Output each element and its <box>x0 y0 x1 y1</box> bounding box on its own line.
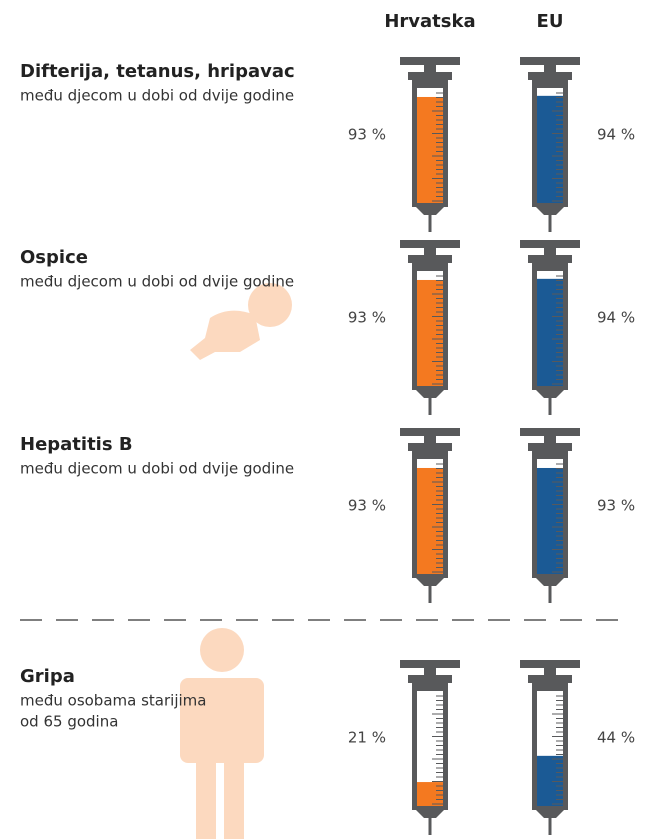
plunger-cap <box>520 240 580 248</box>
needle <box>428 215 432 232</box>
flange <box>408 675 452 683</box>
flange <box>528 443 572 451</box>
needle <box>428 586 432 603</box>
category-subtitle: među djecom u dobi od dvije godine <box>20 273 294 291</box>
needle <box>428 398 432 415</box>
baby-body <box>190 310 260 360</box>
category-subtitle: među djecom u dobi od dvije godine <box>20 87 294 105</box>
barrel-tip <box>416 578 444 586</box>
value-label: 94 % <box>597 126 635 144</box>
category-title: Difterija, tetanus, hripavac <box>20 61 295 82</box>
barrel-tip <box>536 207 564 215</box>
plunger-head <box>537 687 563 691</box>
needle <box>548 586 552 603</box>
fill-level <box>417 96 443 203</box>
value-label: 21 % <box>348 729 386 747</box>
decoration <box>180 283 292 839</box>
fill-level <box>417 279 443 386</box>
plunger-head <box>417 687 443 691</box>
plunger-cap <box>520 57 580 65</box>
barrel-tip <box>536 578 564 586</box>
column-header: EU <box>537 11 564 32</box>
category-subtitle: među osobama starijima <box>20 692 206 710</box>
plunger-rod <box>544 248 556 258</box>
needle <box>428 818 432 835</box>
fill-level <box>417 467 443 574</box>
plunger-rod <box>424 436 436 446</box>
plunger-rod <box>424 248 436 258</box>
value-label: 94 % <box>597 309 635 327</box>
barrel-tip <box>536 810 564 818</box>
value-label: 93 % <box>348 497 386 515</box>
plunger-cap <box>400 57 460 65</box>
barrel-tip <box>416 810 444 818</box>
flange <box>408 255 452 263</box>
flange <box>528 72 572 80</box>
plunger-head <box>537 267 563 271</box>
barrel-tip <box>536 390 564 398</box>
category-title: Gripa <box>20 666 75 687</box>
plunger-rod <box>424 65 436 75</box>
fill-level <box>537 755 563 806</box>
plunger-cap <box>400 428 460 436</box>
plunger-head <box>417 267 443 271</box>
baby-head <box>248 283 292 327</box>
plunger-rod <box>544 668 556 678</box>
value-label: 93 % <box>597 497 635 515</box>
flange <box>528 255 572 263</box>
plunger-rod <box>544 65 556 75</box>
person-leg <box>224 740 244 839</box>
plunger-cap <box>520 428 580 436</box>
barrel-tip <box>416 207 444 215</box>
plunger-head <box>417 455 443 459</box>
fill-level <box>537 467 563 574</box>
category-subtitle: među djecom u dobi od dvije godine <box>20 460 294 478</box>
needle <box>548 215 552 232</box>
person-head <box>200 628 244 672</box>
plunger-rod <box>544 436 556 446</box>
value-label: 93 % <box>348 309 386 327</box>
plunger-cap <box>400 240 460 248</box>
plunger-head <box>537 84 563 88</box>
column-header: Hrvatska <box>384 11 475 32</box>
flange <box>408 443 452 451</box>
plunger-rod <box>424 668 436 678</box>
category-subtitle: od 65 godina <box>20 713 118 731</box>
value-label: 93 % <box>348 126 386 144</box>
plunger-cap <box>400 660 460 668</box>
flange <box>528 675 572 683</box>
fill-level <box>537 95 563 203</box>
needle <box>548 818 552 835</box>
category-title: Hepatitis B <box>20 434 133 455</box>
barrel-tip <box>416 390 444 398</box>
fill-level <box>417 782 443 806</box>
plunger-head <box>417 84 443 88</box>
flange <box>408 72 452 80</box>
category-title: Ospice <box>20 247 88 268</box>
plunger-head <box>537 455 563 459</box>
needle <box>548 398 552 415</box>
person-leg <box>196 740 216 839</box>
value-label: 44 % <box>597 729 635 747</box>
fill-level <box>537 278 563 386</box>
plunger-cap <box>520 660 580 668</box>
